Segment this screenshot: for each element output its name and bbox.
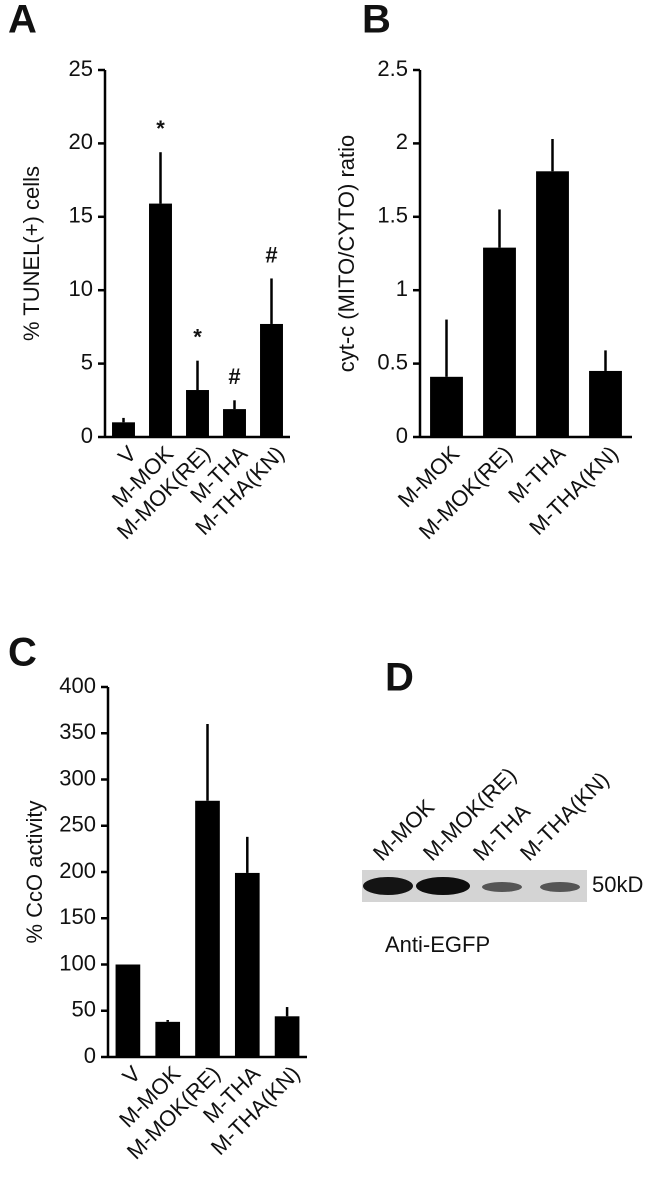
panel-letter: C: [8, 631, 37, 675]
bar: [195, 800, 220, 1057]
y-tick-label: 400: [59, 673, 96, 698]
band: [363, 877, 413, 895]
band: [540, 882, 580, 892]
y-tick-label: 100: [59, 950, 96, 975]
y-tick-label: 15: [69, 203, 93, 228]
y-tick-label: 2.5: [377, 56, 408, 81]
bar: [223, 409, 246, 437]
bar: [483, 247, 516, 437]
significance-mark: *: [193, 324, 202, 349]
y-axis-label: % TUNEL(+) cells: [19, 166, 44, 341]
bar: [260, 323, 283, 437]
y-tick-label: 1.5: [377, 203, 408, 228]
y-axis-label: cyt-c (MITO/CYTO) ratio: [334, 135, 359, 373]
bar: [589, 370, 622, 437]
panel-letter: A: [8, 0, 37, 42]
panel-letter: B: [362, 0, 391, 42]
y-tick-label: 20: [69, 129, 93, 154]
bar: [234, 872, 260, 1057]
bar: [115, 964, 141, 1057]
significance-mark: #: [228, 364, 240, 389]
y-tick-label: 250: [59, 812, 96, 837]
y-axis-label: % CcO activity: [22, 800, 47, 943]
band: [482, 882, 522, 892]
y-tick-label: 0: [84, 1043, 96, 1068]
bar: [536, 171, 569, 438]
y-tick-label: 0: [396, 423, 408, 448]
y-tick-label: 1: [396, 276, 408, 301]
antibody-label: Anti-EGFP: [385, 932, 490, 957]
y-tick-label: 50: [72, 997, 96, 1022]
blot: [362, 870, 587, 902]
y-tick-label: 0: [81, 423, 93, 448]
y-tick-label: 25: [69, 56, 93, 81]
significance-mark: #: [265, 242, 277, 267]
y-tick-label: 350: [59, 719, 96, 744]
bar: [274, 1016, 300, 1057]
bar: [149, 203, 172, 437]
bar: [112, 422, 135, 437]
panel-letter: D: [385, 656, 414, 700]
y-tick-label: 300: [59, 765, 96, 790]
y-tick-label: 5: [81, 349, 93, 374]
y-tick-label: 200: [59, 858, 96, 883]
y-tick-label: 150: [59, 904, 96, 929]
significance-mark: *: [156, 116, 165, 141]
y-tick-label: 10: [69, 276, 93, 301]
y-tick-label: 0.5: [377, 349, 408, 374]
y-tick-label: 2: [396, 129, 408, 154]
size-label: 50kD: [592, 872, 643, 897]
bar: [155, 1021, 181, 1057]
bar: [186, 390, 209, 437]
x-tick-label: V: [117, 1061, 145, 1089]
band: [416, 877, 470, 895]
bar: [430, 376, 463, 437]
